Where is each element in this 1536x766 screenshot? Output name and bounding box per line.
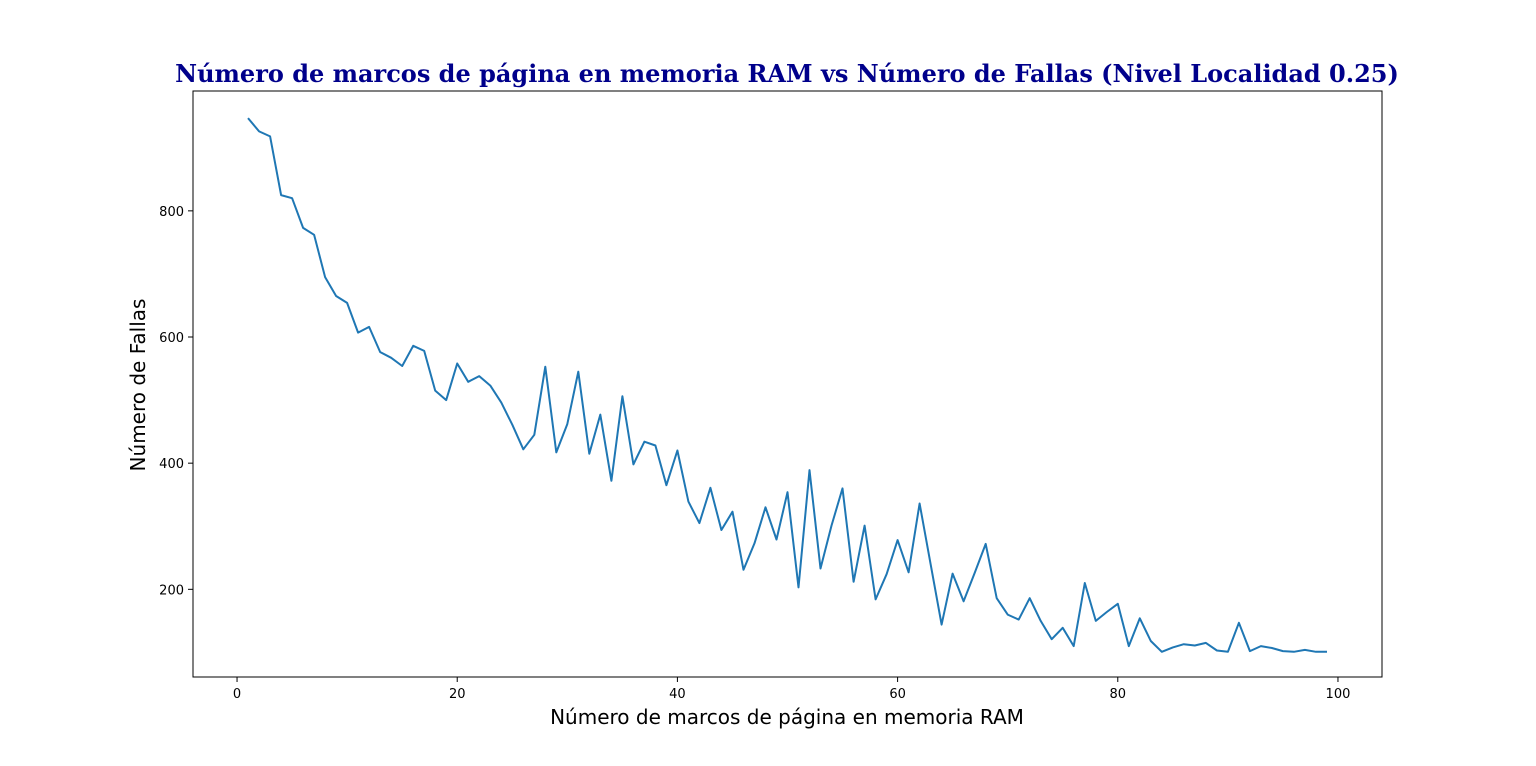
x-tick-label: 40 — [669, 687, 686, 702]
y-tick-label: 600 — [159, 331, 184, 346]
plot-frame — [192, 90, 1383, 678]
x-axis-ticks: 0 20 40 60 80 100 — [233, 677, 1350, 702]
x-tick-label: 20 — [449, 687, 466, 702]
y-axis-ticks: 200 400 600 800 — [159, 205, 193, 598]
x-tick-label: 0 — [233, 687, 241, 702]
y-tick-label: 800 — [159, 205, 184, 220]
x-axis-label: Número de marcos de página en memoria RA… — [550, 705, 1024, 729]
plot-area — [192, 90, 1383, 678]
chart-title: Número de marcos de página en memoria RA… — [175, 59, 1399, 88]
x-tick-label: 60 — [889, 687, 906, 702]
y-tick-label: 400 — [159, 457, 184, 472]
x-tick-label: 100 — [1326, 687, 1351, 702]
y-axis-label: Número de Fallas — [126, 299, 150, 472]
x-tick-label: 80 — [1110, 687, 1127, 702]
series-line-0 — [247, 117, 1327, 653]
y-tick-label: 200 — [159, 583, 184, 598]
